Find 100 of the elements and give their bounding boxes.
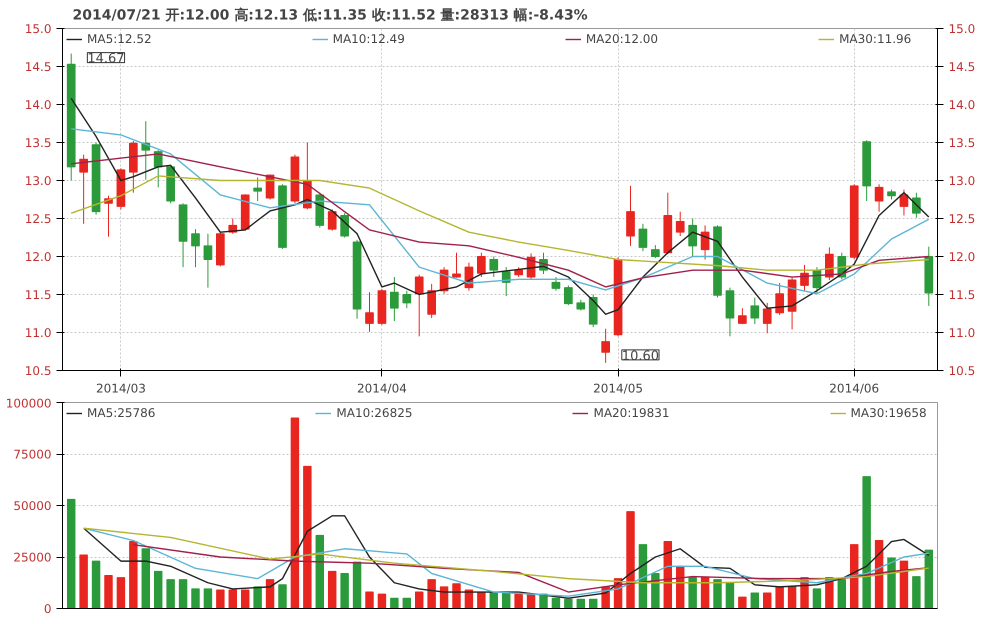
bar — [477, 592, 486, 608]
bar — [178, 579, 188, 608]
bar — [378, 594, 386, 608]
x-tick-label: 2014/05 — [593, 382, 644, 396]
bar — [700, 577, 710, 608]
bar — [750, 592, 760, 608]
bar — [676, 566, 684, 608]
y-tick-label: 13.5 — [24, 136, 52, 150]
candlestick — [253, 176, 262, 202]
candlestick — [427, 283, 436, 319]
bar — [775, 586, 784, 608]
bar — [290, 417, 300, 608]
line-series — [82, 527, 930, 584]
bar — [154, 570, 162, 608]
legend-label: MA5:25786 — [87, 406, 156, 420]
bar — [588, 598, 598, 608]
y2-tick-label: 12.5 — [948, 212, 976, 226]
bar — [576, 598, 586, 608]
bar — [564, 598, 573, 608]
candlestick — [390, 276, 399, 322]
legend-label: MA20:19831 — [593, 406, 670, 420]
candlestick — [750, 297, 760, 325]
bar — [850, 544, 858, 608]
y2-tick-label: 12.0 — [948, 250, 976, 264]
candlestick — [477, 252, 486, 278]
legend-label: MA20:12.00 — [586, 32, 658, 46]
bar — [874, 540, 884, 608]
bar — [316, 534, 324, 608]
y2-tick-label: 10.5 — [948, 364, 976, 378]
y2-tick-label: 11.5 — [948, 288, 976, 302]
y2-tick-label: 11.0 — [948, 326, 976, 340]
bar — [303, 466, 312, 608]
bar — [664, 541, 672, 608]
line-series — [70, 128, 930, 294]
line-series — [132, 544, 930, 593]
chart-title: 2014/07/21 开:12.00 高:12.13 低:11.35 收:11.52 量:28313 幅:-8.43% — [72, 6, 588, 24]
candlestick — [688, 218, 697, 257]
bar — [240, 589, 250, 608]
y-tick-label: 14.0 — [24, 98, 52, 112]
bar — [464, 589, 474, 608]
y-tick-label: 75000 — [13, 448, 52, 462]
bar — [142, 548, 150, 608]
bar — [328, 570, 336, 608]
legend-label: MA10:12.49 — [332, 32, 405, 46]
y2-tick-label: 13.0 — [948, 174, 976, 188]
candlestick — [676, 211, 685, 236]
candlestick — [552, 276, 560, 292]
bar — [762, 592, 772, 608]
candlestick — [489, 256, 498, 278]
y-tick-label: 10.5 — [24, 364, 52, 378]
candlestick — [204, 233, 212, 288]
bar — [191, 588, 200, 608]
bar — [66, 498, 76, 608]
y-tick-label: 100000 — [6, 396, 52, 410]
bar — [266, 579, 274, 608]
bar — [812, 588, 822, 608]
bar — [129, 541, 138, 608]
candlestick — [700, 224, 710, 260]
y-tick-label: 12.5 — [24, 212, 52, 226]
bar — [340, 572, 349, 608]
bar — [390, 598, 399, 608]
candlestick — [564, 284, 573, 306]
y-tick-label: 25000 — [13, 550, 52, 564]
line-series — [82, 527, 930, 597]
bar — [788, 586, 796, 608]
bar — [216, 589, 225, 608]
candlestick — [651, 244, 660, 259]
bar — [278, 584, 287, 608]
legend-label: MA10:26825 — [336, 406, 412, 420]
bar — [726, 582, 734, 608]
bar — [838, 579, 846, 608]
y2-tick-label: 13.5 — [948, 136, 976, 150]
legend-label: MA30:11.96 — [839, 32, 912, 46]
y-tick-label: 50000 — [13, 499, 52, 513]
bar — [402, 598, 412, 608]
y2-tick-label: 14.0 — [948, 98, 976, 112]
candlestick — [452, 252, 461, 278]
candlestick — [328, 208, 337, 232]
candlestick — [402, 290, 412, 309]
bar — [626, 511, 635, 608]
candlestick — [738, 308, 747, 325]
bar — [688, 577, 697, 608]
candlestick — [576, 299, 586, 311]
bar — [414, 592, 424, 608]
candlestick — [900, 189, 908, 216]
bar — [514, 594, 523, 608]
candlestick — [414, 274, 424, 337]
legend-label: MA5:12.52 — [87, 32, 152, 46]
bar — [204, 588, 212, 608]
bar — [228, 589, 238, 608]
candlestick — [365, 292, 374, 332]
bar — [526, 594, 536, 608]
y-tick-label: 11.0 — [24, 326, 52, 340]
y-tick-label: 14.5 — [24, 60, 52, 74]
bar — [638, 544, 648, 608]
line-series — [82, 515, 930, 599]
bar — [352, 562, 362, 608]
bar — [440, 586, 448, 608]
y-tick-label: 13.0 — [24, 174, 52, 188]
x-tick-label: 2014/03 — [96, 382, 146, 396]
